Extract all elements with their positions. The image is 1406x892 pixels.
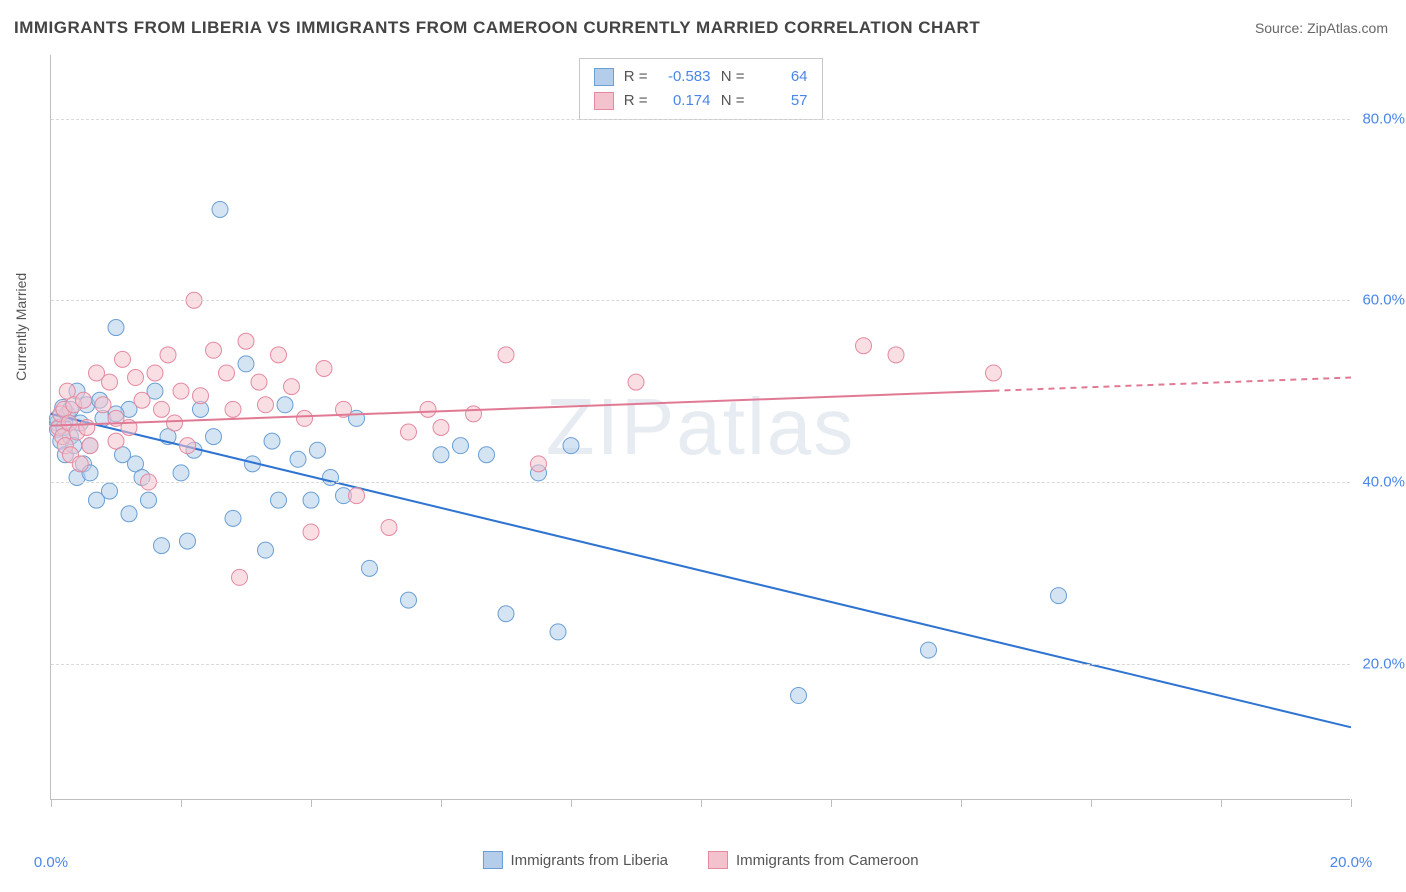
data-point xyxy=(258,397,274,413)
y-axis-label: Currently Married xyxy=(13,273,29,381)
data-point xyxy=(128,370,144,386)
data-point xyxy=(986,365,1002,381)
y-tick-label: 60.0% xyxy=(1362,292,1405,309)
data-point xyxy=(212,201,228,217)
data-point xyxy=(167,415,183,431)
data-point xyxy=(206,342,222,358)
data-point xyxy=(154,538,170,554)
data-point xyxy=(310,442,326,458)
data-point xyxy=(303,492,319,508)
data-point xyxy=(316,360,332,376)
data-point xyxy=(433,447,449,463)
data-point xyxy=(108,433,124,449)
data-point xyxy=(180,438,196,454)
data-point xyxy=(284,379,300,395)
data-point xyxy=(362,560,378,576)
data-point xyxy=(180,533,196,549)
data-point xyxy=(251,374,267,390)
data-point xyxy=(453,438,469,454)
data-point xyxy=(563,438,579,454)
data-point xyxy=(173,465,189,481)
legend-label: Immigrants from Cameroon xyxy=(736,852,919,869)
data-point xyxy=(219,365,235,381)
y-tick-label: 20.0% xyxy=(1362,655,1405,672)
data-point xyxy=(115,351,131,367)
data-point xyxy=(297,410,313,426)
x-tick-label: 20.0% xyxy=(1330,854,1373,871)
data-point xyxy=(401,424,417,440)
y-tick-label: 80.0% xyxy=(1362,110,1405,127)
regression-line xyxy=(51,414,1351,727)
data-point xyxy=(420,401,436,417)
chart-plot-area: Currently Married ZIPatlas R = -0.583 N … xyxy=(50,55,1350,800)
data-point xyxy=(888,347,904,363)
data-point xyxy=(160,347,176,363)
data-point xyxy=(498,347,514,363)
data-point xyxy=(232,569,248,585)
series-legend: Immigrants from Liberia Immigrants from … xyxy=(482,851,918,869)
data-point xyxy=(173,383,189,399)
data-point xyxy=(466,406,482,422)
data-point xyxy=(72,456,88,472)
data-point xyxy=(479,447,495,463)
data-point xyxy=(134,392,150,408)
data-point xyxy=(82,438,98,454)
source-label: Source: ZipAtlas.com xyxy=(1255,20,1388,36)
data-point xyxy=(141,492,157,508)
data-point xyxy=(154,401,170,417)
y-tick-label: 40.0% xyxy=(1362,474,1405,491)
data-point xyxy=(102,374,118,390)
data-point xyxy=(277,397,293,413)
data-point xyxy=(238,356,254,372)
data-point xyxy=(550,624,566,640)
data-point xyxy=(95,397,111,413)
data-point xyxy=(531,456,547,472)
scatter-svg xyxy=(51,55,1350,799)
data-point xyxy=(108,320,124,336)
data-point xyxy=(271,347,287,363)
data-point xyxy=(76,392,92,408)
data-point xyxy=(258,542,274,558)
data-point xyxy=(238,333,254,349)
data-point xyxy=(349,488,365,504)
data-point xyxy=(290,451,306,467)
legend-item-liberia: Immigrants from Liberia xyxy=(482,851,668,869)
data-point xyxy=(206,429,222,445)
data-point xyxy=(303,524,319,540)
swatch-icon xyxy=(482,851,502,869)
swatch-icon xyxy=(708,851,728,869)
data-point xyxy=(147,365,163,381)
legend-item-cameroon: Immigrants from Cameroon xyxy=(708,851,919,869)
data-point xyxy=(791,688,807,704)
legend-label: Immigrants from Liberia xyxy=(510,852,668,869)
chart-title: IMMIGRANTS FROM LIBERIA VS IMMIGRANTS FR… xyxy=(14,18,980,38)
data-point xyxy=(193,388,209,404)
data-point xyxy=(271,492,287,508)
data-point xyxy=(921,642,937,658)
data-point xyxy=(102,483,118,499)
data-point xyxy=(1051,588,1067,604)
data-point xyxy=(381,519,397,535)
data-point xyxy=(433,420,449,436)
data-point xyxy=(264,433,280,449)
data-point xyxy=(856,338,872,354)
data-point xyxy=(498,606,514,622)
data-point xyxy=(121,506,137,522)
x-tick-label: 0.0% xyxy=(34,854,68,871)
data-point xyxy=(79,420,95,436)
regression-line-dashed xyxy=(994,378,1352,391)
data-point xyxy=(225,510,241,526)
data-point xyxy=(225,401,241,417)
data-point xyxy=(401,592,417,608)
data-point xyxy=(628,374,644,390)
